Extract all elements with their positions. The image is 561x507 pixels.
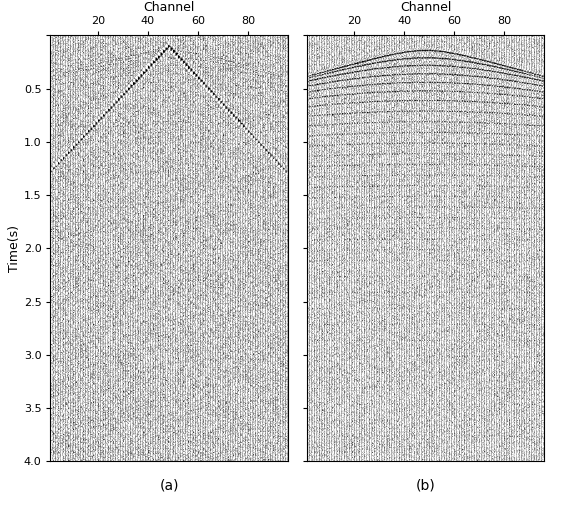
- X-axis label: Channel: Channel: [144, 1, 195, 14]
- Y-axis label: Time(s): Time(s): [8, 225, 21, 272]
- Text: (a): (a): [159, 479, 179, 492]
- X-axis label: Channel: Channel: [400, 1, 451, 14]
- Text: (b): (b): [416, 479, 435, 492]
